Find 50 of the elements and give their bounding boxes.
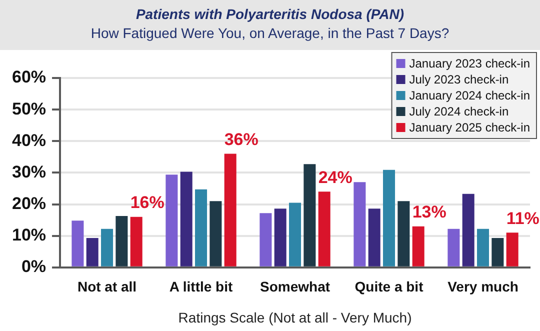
x-tick-label: Somewhat — [260, 278, 330, 295]
y-tick-label: 20% — [12, 194, 46, 213]
x-axis-title: Ratings Scale (Not at all - Very Much) — [178, 309, 412, 326]
x-tick-label: Not at all — [77, 278, 137, 295]
data-label: 36% — [224, 130, 258, 149]
x-tick-label: A little bit — [169, 278, 233, 295]
bar — [304, 164, 316, 266]
y-tick-label: 50% — [12, 99, 46, 118]
bar — [260, 213, 272, 266]
bar — [210, 201, 222, 266]
bar — [72, 220, 84, 266]
bar — [224, 154, 236, 266]
bar — [398, 201, 410, 266]
bar — [448, 228, 460, 266]
bar — [289, 202, 302, 266]
y-tick-label: 40% — [12, 130, 46, 150]
legend-label: January 2023 check-in — [409, 56, 530, 70]
bar — [506, 232, 518, 266]
bar — [476, 228, 490, 266]
bar — [382, 170, 396, 266]
x-tick-label: Quite a bit — [354, 278, 424, 295]
chart-subtitle: How Fatigued Were You, on Average, in the Past 7 Days? — [90, 25, 450, 41]
data-label: 13% — [412, 202, 446, 222]
legend-label: July 2024 check-in — [409, 104, 509, 118]
data-label: 16% — [130, 193, 164, 212]
y-tick-label: 30% — [12, 162, 46, 182]
x-tick-label: Very much — [448, 278, 518, 295]
bar — [462, 194, 474, 266]
bar — [368, 208, 380, 266]
bar — [492, 238, 504, 266]
y-tick-label: 60% — [12, 68, 46, 87]
bar — [86, 238, 98, 266]
bar — [130, 216, 142, 266]
bar — [101, 228, 114, 266]
bar — [354, 182, 366, 266]
bar — [318, 192, 330, 266]
bar — [166, 174, 178, 266]
legend-label: July 2023 check-in — [409, 72, 509, 86]
bar — [195, 189, 208, 266]
data-label: 11% — [506, 208, 540, 228]
data-label: 24% — [318, 168, 352, 187]
y-tick-label: 10% — [12, 226, 46, 245]
bar — [412, 226, 424, 266]
bar — [274, 208, 286, 266]
bar — [116, 216, 128, 266]
y-tick-label: 0% — [21, 257, 46, 276]
legend-label: January 2024 check-in — [409, 88, 530, 102]
chart-title: Patients with Polyarteritis Nodosa (PAN) — [134, 6, 406, 22]
legend-label: January 2025 check-in — [409, 120, 530, 134]
bar — [180, 172, 192, 266]
